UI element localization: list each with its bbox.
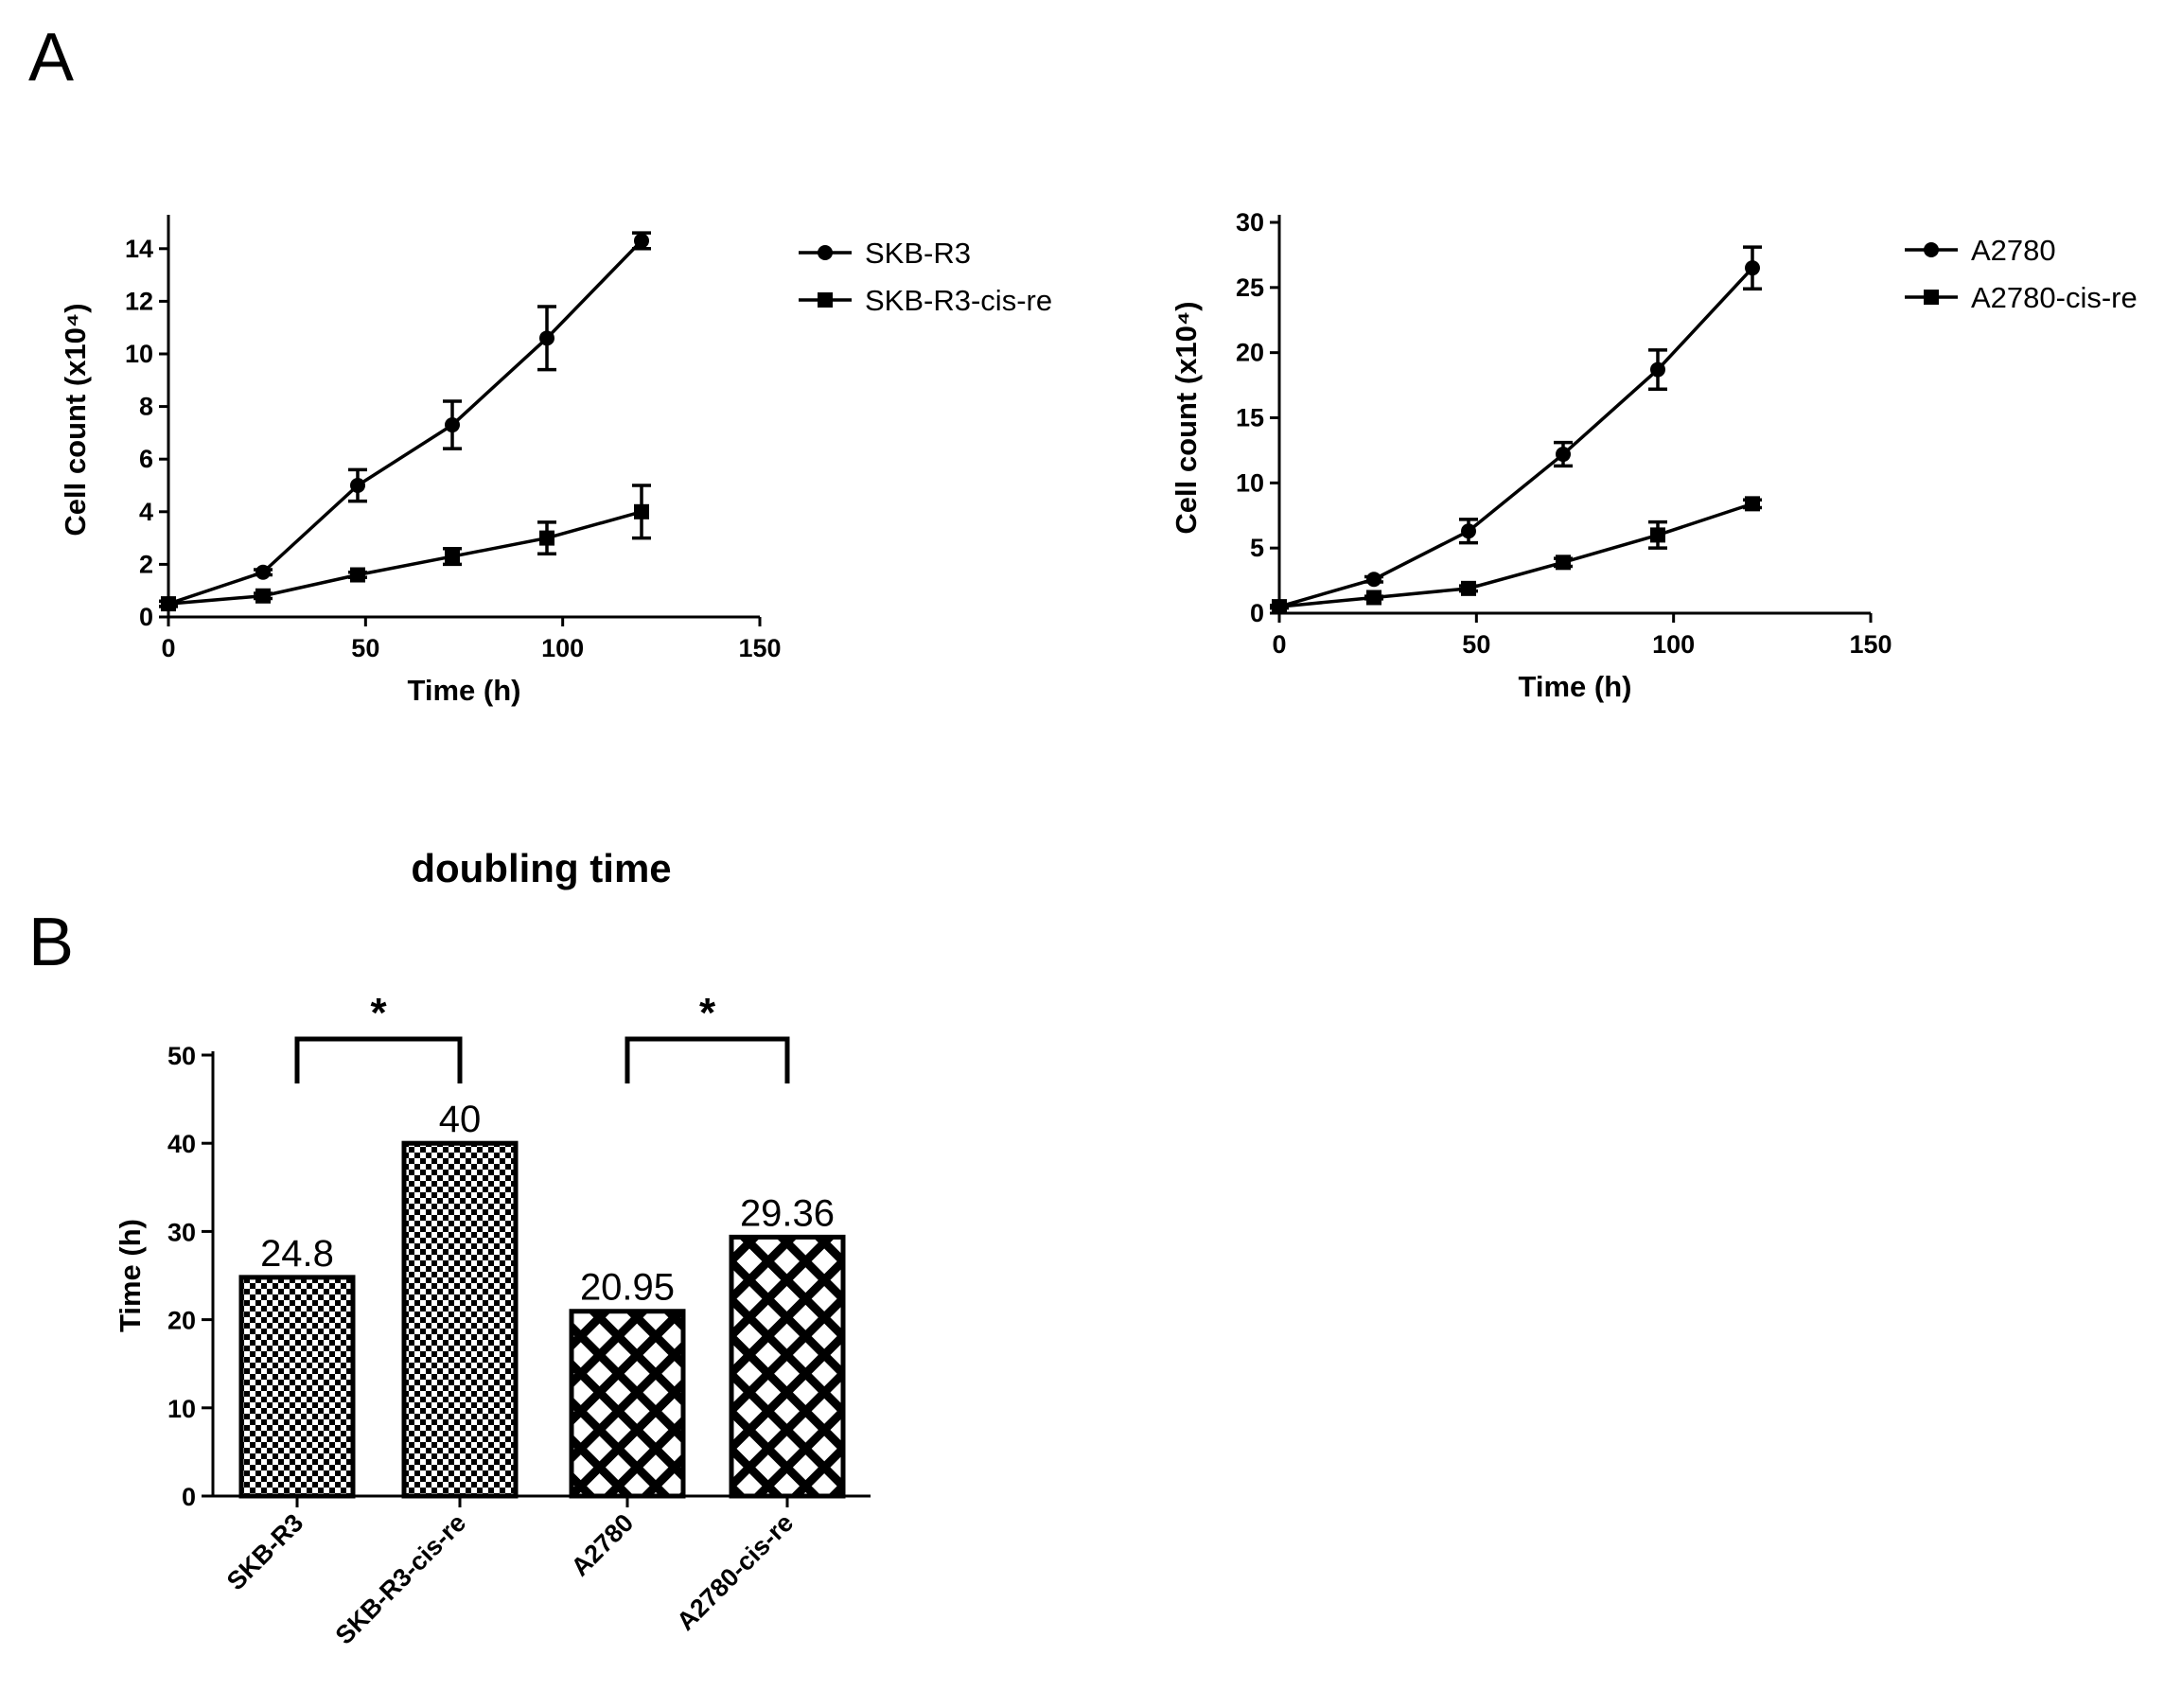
data-point <box>350 567 365 583</box>
doubling-time-chart: doubling time 0 10 20 30 40 50 Time (h) 24.8 SKB-… <box>114 846 871 1650</box>
y-axis-label: Time (h) <box>114 1219 147 1332</box>
bar-value-label: 24.8 <box>260 1233 334 1275</box>
x-tick-label: A2780 <box>566 1508 639 1581</box>
legend-label: SKB-R3 <box>865 237 971 270</box>
legend-marker <box>818 292 833 308</box>
data-point <box>1650 361 1665 378</box>
y-tick-label: 30 <box>167 1218 196 1246</box>
data-point <box>1745 260 1760 276</box>
series-line <box>167 239 643 606</box>
x-tick-label: 50 <box>351 634 379 662</box>
y-tick-label: 15 <box>1236 404 1264 432</box>
y-tick-label: 40 <box>167 1130 196 1158</box>
y-axis-label: Cell count (x10⁴) <box>59 303 92 536</box>
bar <box>238 1275 356 1499</box>
data-point <box>1366 572 1381 588</box>
data-point <box>539 330 554 346</box>
x-axis-label: Time (h) <box>408 674 521 707</box>
y-tick-label: 0 <box>139 603 153 631</box>
y-tick-label: 10 <box>125 340 153 368</box>
x-tick-label: SKB-R3 <box>221 1508 308 1595</box>
bar <box>401 1140 519 1499</box>
data-point <box>634 233 649 249</box>
series-line <box>167 510 642 606</box>
legend-marker <box>818 245 833 260</box>
bar-value-label: 40 <box>439 1099 482 1140</box>
chart-title: doubling time <box>411 846 671 890</box>
x-tick-label: 0 <box>161 634 175 662</box>
data-point <box>634 503 649 519</box>
data-point <box>350 478 365 493</box>
bar-value-label: 20.95 <box>580 1267 675 1309</box>
y-tick-label: 4 <box>139 498 153 526</box>
data-point <box>445 549 460 565</box>
legend-label: A2780-cis-re <box>1971 281 2138 314</box>
x-tick-label: 150 <box>1849 630 1892 659</box>
y-tick-label: 25 <box>1236 273 1264 302</box>
panel-a-label: A <box>28 20 74 96</box>
data-point <box>161 596 176 612</box>
data-point <box>1650 527 1665 543</box>
y-tick-label: 2 <box>139 550 153 578</box>
significance-bracket <box>625 1036 790 1083</box>
data-point <box>1556 555 1571 571</box>
legend-marker <box>1924 290 1939 305</box>
y-tick-label: 20 <box>1236 339 1264 367</box>
y-tick-label: 12 <box>125 287 153 315</box>
x-tick-label: 100 <box>541 634 584 662</box>
data-point <box>1461 580 1476 596</box>
y-tick-label: 0 <box>182 1483 196 1511</box>
data-point <box>1461 523 1476 539</box>
series-line <box>1278 502 1753 608</box>
significance-star: * <box>370 990 387 1036</box>
bar-value-label: 29.36 <box>740 1192 835 1234</box>
data-point <box>1272 599 1287 615</box>
data-point <box>539 530 554 546</box>
y-tick-label: 14 <box>125 235 153 263</box>
x-tick-label: 100 <box>1652 630 1695 659</box>
y-tick-label: 5 <box>1250 534 1264 562</box>
x-tick-label: 150 <box>738 634 781 662</box>
y-tick-label: 10 <box>167 1395 196 1423</box>
significance-star: * <box>699 990 716 1036</box>
bar <box>569 1309 686 1499</box>
data-point <box>1745 496 1760 512</box>
growth-chart-skbr3: 0 2 4 6 8 10 12 14 0 50 100 150 Time (h) Cell count (… <box>59 215 1052 707</box>
y-tick-label: 10 <box>1236 468 1264 497</box>
series-line <box>1278 266 1754 608</box>
data-point <box>445 417 460 433</box>
y-tick-label: 6 <box>139 445 153 473</box>
data-point <box>1366 590 1381 606</box>
y-axis-label: Cell count (x10⁴) <box>1170 301 1203 534</box>
x-tick-label: A2780-cis-re <box>671 1508 799 1636</box>
data-point <box>255 564 271 580</box>
y-tick-label: 0 <box>1250 599 1264 627</box>
legend-marker <box>1924 242 1939 257</box>
growth-chart-a2780: 0 5 10 15 20 25 30 0 50 100 150 Time (h) Cell count … <box>1170 208 2138 703</box>
legend-label: SKB-R3-cis-re <box>865 284 1052 317</box>
legend-label: A2780 <box>1971 234 2056 267</box>
y-tick-label: 8 <box>139 393 153 421</box>
y-tick-label: 20 <box>167 1307 196 1335</box>
x-axis-label: Time (h) <box>1519 670 1632 703</box>
x-tick-label: 50 <box>1462 630 1490 659</box>
significance-bracket <box>294 1036 463 1083</box>
bar <box>729 1234 846 1499</box>
data-point <box>1556 447 1571 463</box>
data-point <box>255 588 271 604</box>
y-tick-label: 30 <box>1236 208 1264 237</box>
panel-b-label: B <box>28 905 74 980</box>
y-tick-label: 50 <box>167 1042 196 1070</box>
x-tick-label: 0 <box>1272 630 1286 659</box>
x-tick-label: SKB-R3-cis-re <box>330 1508 472 1650</box>
